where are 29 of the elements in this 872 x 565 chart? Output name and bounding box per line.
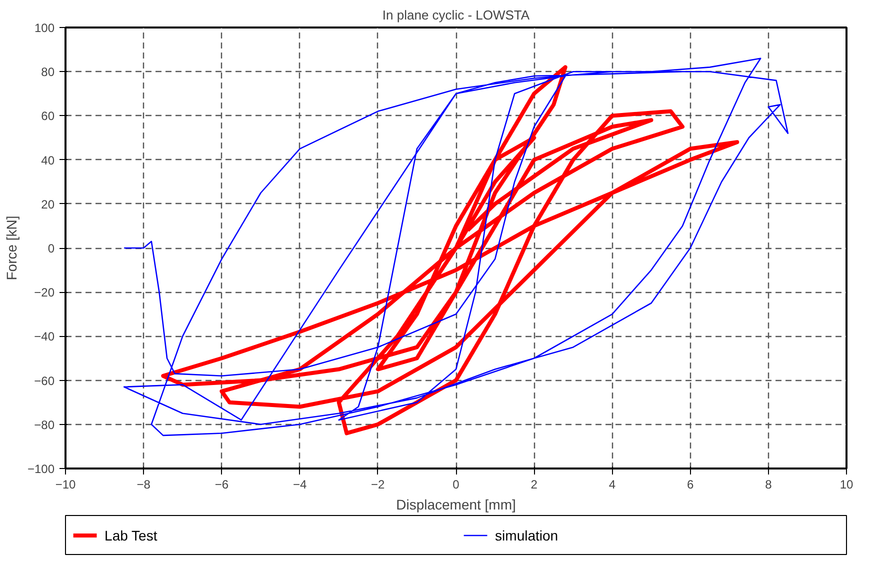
x-tick-label: −6 (214, 478, 229, 492)
legend-label: simulation (495, 528, 558, 544)
y-tick-label: −80 (34, 418, 55, 432)
y-tick-label: 60 (41, 109, 55, 124)
y-tick-label: 80 (41, 65, 55, 80)
y-tick-label: 100 (34, 21, 55, 35)
line-series (161, 65, 740, 436)
x-tick-label: −4 (292, 478, 307, 492)
y-tick-label: −20 (34, 286, 55, 300)
y-tick-label: 20 (41, 197, 55, 212)
line-series (123, 58, 789, 436)
y-tick-label: 40 (41, 153, 55, 168)
x-tick-label: 8 (765, 478, 772, 492)
y-tick-label: −40 (34, 330, 55, 344)
chart-title: In plane cyclic - LOWSTA (382, 8, 530, 22)
x-tick-label: 4 (608, 478, 616, 492)
x-tick-label: −2 (371, 478, 386, 492)
x-tick-label: 6 (686, 478, 694, 492)
x-tick-label: 2 (530, 478, 538, 492)
x-axis-title: Displacement [mm] (396, 496, 516, 512)
y-axis-title: Force [kN] (3, 216, 20, 280)
y-tick-label: −60 (34, 374, 55, 388)
x-tick-label: 0 (452, 478, 460, 492)
x-tick-label: −8 (136, 478, 151, 492)
x-tick-label: −10 (55, 478, 76, 492)
x-tick-label: 10 (840, 478, 854, 492)
legend-label: Lab Test (104, 528, 158, 544)
y-tick-label: −100 (27, 462, 55, 476)
y-tick-label: 0 (48, 242, 55, 256)
